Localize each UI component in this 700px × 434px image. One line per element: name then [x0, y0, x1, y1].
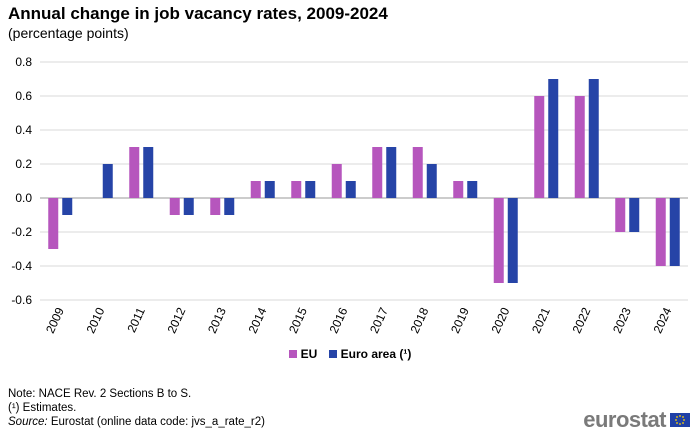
- x-tick-label: 2024: [650, 305, 674, 335]
- bar-euro-area-2024: [669, 198, 680, 266]
- x-tick-label: 2017: [367, 305, 391, 335]
- y-tick-label: -0.2: [11, 225, 32, 239]
- bar-eu-2016: [331, 164, 342, 198]
- note-text: Note: NACE Rev. 2 Sections B to S.: [8, 388, 192, 400]
- bar-euro-area-2009: [62, 198, 73, 215]
- bar-eu-2024: [655, 198, 666, 266]
- bar-euro-area-2014: [264, 181, 275, 198]
- x-tick-label: 2010: [83, 305, 107, 335]
- bar-eu-2018: [412, 147, 423, 198]
- y-tick-label: 0.0: [15, 191, 32, 205]
- source-text: Eurostat (online data code: jvs_a_rate_r…: [47, 416, 265, 428]
- x-tick-label: 2013: [205, 305, 229, 335]
- legend-label-euro-area: Euro area (¹): [340, 347, 412, 361]
- legend-item-eu: EU: [288, 347, 318, 361]
- chart-legend: EU Euro area (¹): [0, 347, 700, 361]
- bar-euro-area-2013: [224, 198, 235, 215]
- x-tick-label: 2018: [407, 305, 431, 335]
- x-tick-label: 2011: [124, 305, 148, 335]
- x-tick-label: 2012: [164, 305, 188, 335]
- chart-title: Annual change in job vacancy rates, 2009…: [8, 4, 388, 23]
- x-tick-label: 2009: [43, 305, 67, 335]
- y-tick-label: 0.8: [15, 55, 32, 69]
- bar-euro-area-2019: [467, 181, 478, 198]
- bar-eu-2011: [129, 147, 140, 198]
- source-label: Source:: [8, 416, 48, 428]
- bar-euro-area-2020: [507, 198, 518, 283]
- bar-euro-area-2015: [305, 181, 316, 198]
- bar-eu-2023: [615, 198, 626, 232]
- bar-eu-2021: [534, 96, 545, 198]
- legend-item-euro-area: Euro area (¹): [328, 347, 412, 361]
- bar-euro-area-2018: [426, 164, 437, 198]
- bar-euro-area-2022: [588, 79, 599, 198]
- bar-euro-area-2017: [386, 147, 397, 198]
- bar-eu-2012: [169, 198, 180, 215]
- footnote-text: (¹) Estimates.: [8, 402, 77, 414]
- bar-euro-area-2016: [345, 181, 356, 198]
- bar-eu-2013: [210, 198, 221, 215]
- bar-eu-2020: [493, 198, 504, 283]
- bar-eu-2015: [291, 181, 302, 198]
- x-tick-label: 2022: [569, 305, 593, 335]
- logo-text: eurostat: [583, 407, 666, 432]
- bar-euro-area-2010: [102, 164, 113, 198]
- y-tick-label: 0.2: [15, 157, 32, 171]
- bar-euro-area-2021: [548, 79, 559, 198]
- eu-flag-icon: [670, 413, 690, 427]
- legend-swatch-euro-area: [328, 350, 337, 358]
- bar-eu-2022: [574, 96, 585, 198]
- x-tick-label: 2023: [610, 305, 634, 335]
- legend-swatch-eu: [288, 350, 297, 358]
- bar-eu-2014: [250, 181, 261, 198]
- x-tick-label: 2015: [286, 305, 310, 335]
- y-tick-label: -0.6: [11, 293, 32, 307]
- bar-eu-2009: [48, 198, 59, 249]
- y-tick-label: -0.4: [11, 259, 32, 273]
- x-tick-label: 2016: [326, 305, 350, 335]
- bar-eu-2017: [372, 147, 383, 198]
- x-tick-label: 2021: [529, 305, 553, 335]
- bar-eu-2019: [453, 181, 464, 198]
- x-tick-label: 2020: [488, 305, 512, 335]
- bar-euro-area-2023: [629, 198, 640, 232]
- x-tick-label: 2019: [448, 305, 472, 335]
- bar-euro-area-2012: [183, 198, 194, 215]
- chart-subtitle: (percentage points): [8, 25, 129, 41]
- y-tick-label: 0.4: [15, 123, 32, 137]
- chart-notes: Note: NACE Rev. 2 Sections B to S. (¹) E…: [8, 387, 265, 429]
- x-tick-label: 2014: [245, 305, 269, 335]
- y-tick-label: 0.6: [15, 89, 32, 103]
- bar-euro-area-2011: [143, 147, 154, 198]
- eurostat-logo: eurostat: [583, 409, 690, 431]
- legend-label-eu: EU: [300, 347, 318, 361]
- source-line: Source: Eurostat (online data code: jvs_…: [8, 415, 265, 429]
